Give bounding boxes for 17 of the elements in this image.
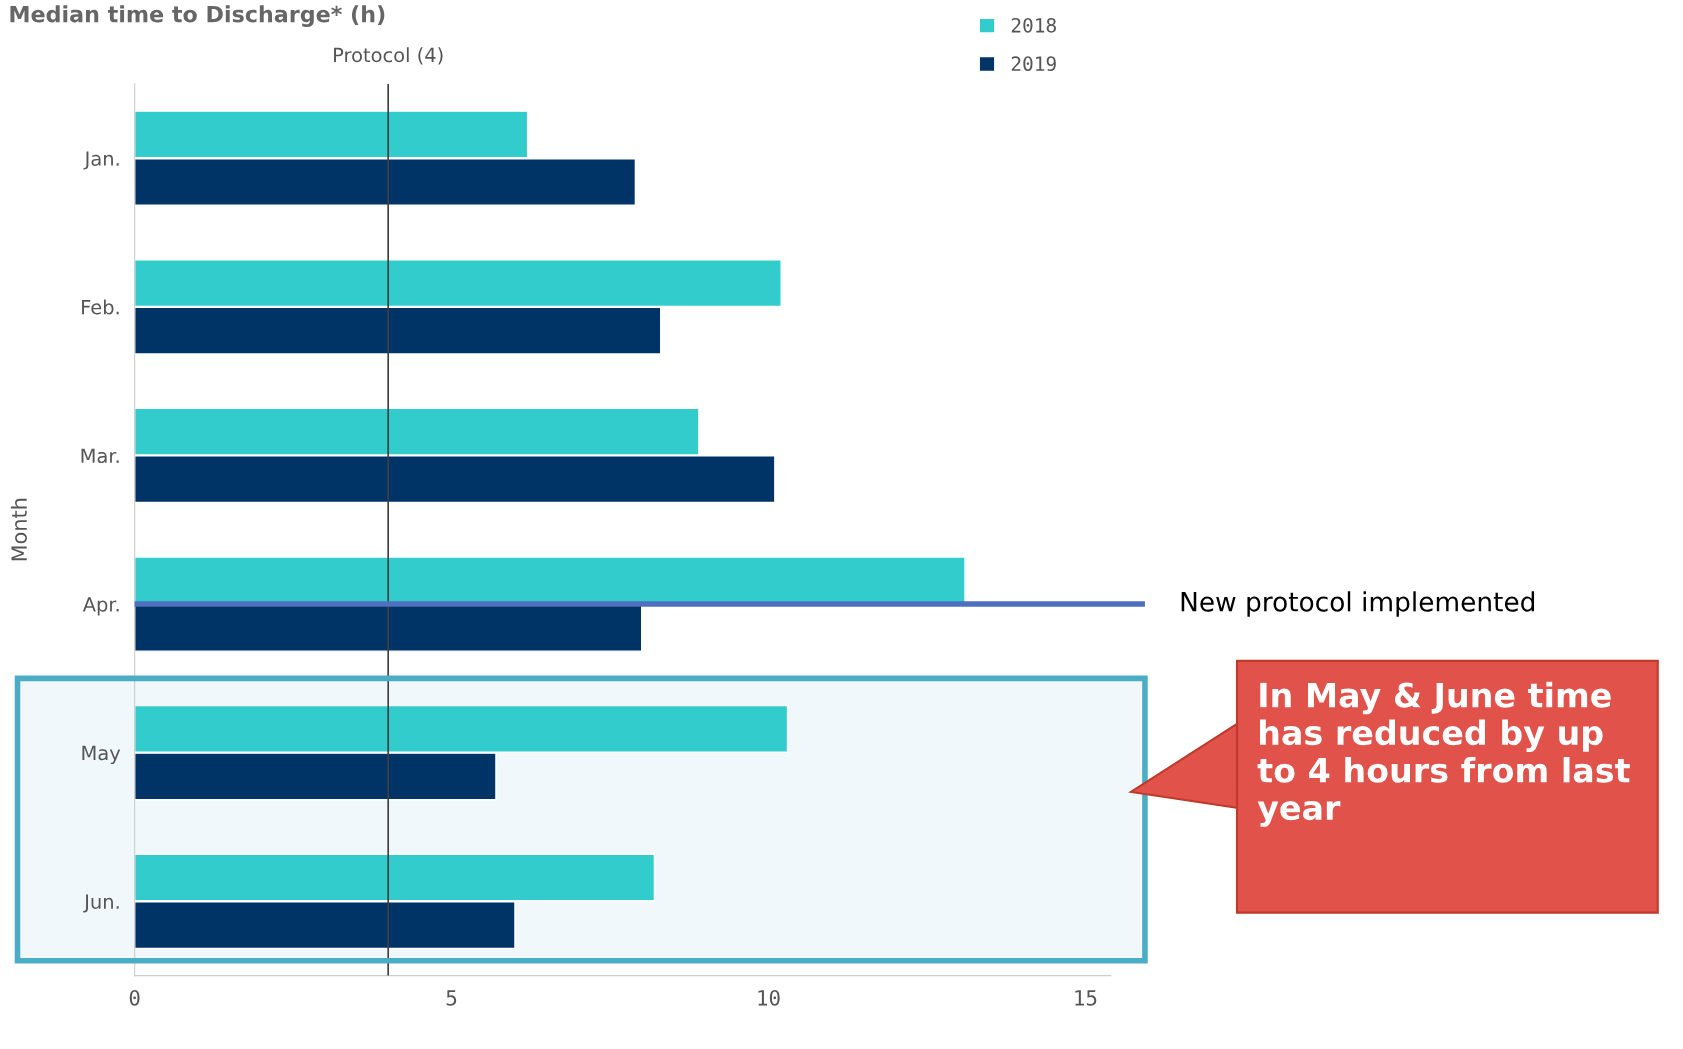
y-tick-label: Jun. (83, 894, 119, 913)
y-tick-label: Mar. (81, 448, 119, 464)
y-tick-label: Apr. (82, 597, 119, 616)
legend-label: 2018 (1011, 17, 1056, 33)
x-tick-label: 15 (1075, 990, 1097, 1006)
y-tick-label: Jan. (83, 151, 119, 170)
chart-title: Median time to Discharge* (h) (10, 5, 385, 27)
x-tick-label: 0 (129, 989, 140, 1006)
y-axis-title: Month (10, 498, 28, 561)
legend-label: 2019 (1011, 56, 1056, 72)
text: In May & June time has reduced by up to 4 hours from last year (1257, 681, 1630, 827)
ref-line-label: New protocol implemented (1181, 591, 1535, 617)
y-tick-label: May (82, 745, 121, 765)
ref-line-label: Protocol (4) (334, 47, 443, 65)
x-tick-label: 5 (446, 990, 457, 1006)
y-tick-label: Feb. (82, 299, 119, 315)
x-tick-label: 10 (758, 989, 780, 1006)
